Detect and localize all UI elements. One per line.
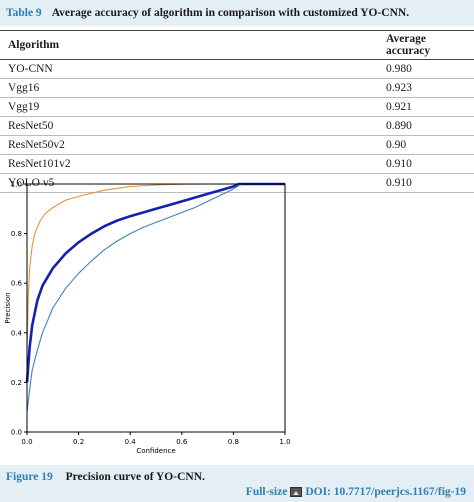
figure-links: Full-size DOI: 10.7717/peerjcs.1167/fig-…	[246, 486, 466, 498]
plot-frame	[26, 183, 286, 433]
y-tick-label: 0.0	[11, 429, 22, 437]
table-title: Average accuracy of algorithm in compari…	[51, 7, 410, 19]
y-tick-label: 0.2	[11, 379, 22, 387]
algorithm-cell: ResNet50	[0, 116, 378, 136]
algorithm-cell: YOLO v5	[0, 173, 378, 193]
x-tick-label: 0.0	[21, 438, 32, 446]
image-icon[interactable]	[290, 487, 303, 497]
table-row: Vgg19 0.921	[0, 97, 474, 117]
figure-caption-line: Figure 19 Precision curve of YO-CNN.	[6, 471, 205, 483]
algorithm-cell: Vgg19	[0, 97, 378, 117]
precision-chart-container: 0.0 0.2 0.4 0.6 0.8 1.0 0.0 0.2 0.4 0.6 0.8 1.0 Conf…	[0, 172, 474, 457]
x-axis-label: Confidence	[136, 447, 175, 455]
algorithm-cell: ResNet101v2	[0, 154, 378, 174]
table-row: Vgg16 0.923	[0, 78, 474, 98]
algorithm-cell: ResNet50v2	[0, 135, 378, 155]
x-tick-label: 1.0	[279, 438, 290, 446]
table-caption: Table 9 Average accuracy of algorithm in…	[0, 0, 474, 26]
precision-chart: 0.0 0.2 0.4 0.6 0.8 1.0 0.0 0.2 0.4 0.6 0.8 1.0 Conf…	[4, 181, 291, 456]
x-tick-label: 0.2	[73, 438, 84, 446]
table-row: ResNet50 0.890	[0, 116, 474, 136]
accuracy-cell: 0.910	[378, 173, 474, 193]
y-tick-label: 1.0	[11, 181, 22, 189]
accuracy-cell: 0.923	[378, 78, 474, 98]
accuracy-cell: 0.921	[378, 97, 474, 117]
accuracy-cell: 0.890	[378, 116, 474, 136]
accuracy-cell: 0.980	[378, 59, 474, 79]
column-header-average-accuracy: Average accuracy	[378, 30, 474, 60]
table-label: Table 9	[6, 7, 42, 19]
figure-label: Figure 19	[6, 471, 53, 483]
figure-caption: Figure 19 Precision curve of YO-CNN. Ful…	[0, 465, 474, 502]
table-row: ResNet101v2 0.910	[0, 154, 474, 174]
x-tick-label: 0.6	[176, 438, 188, 446]
algorithm-cell: Vgg16	[0, 78, 378, 98]
column-header-algorithm: Algorithm	[0, 30, 378, 60]
accuracy-cell: 0.910	[378, 154, 474, 174]
accuracy-cell: 0.90	[378, 135, 474, 155]
accuracy-table: Algorithm Average accuracy YO-CNN 0.980 …	[0, 30, 474, 193]
table-row: YO-CNN 0.980	[0, 59, 474, 79]
table-row: ResNet50v2 0.90	[0, 135, 474, 155]
y-tick-label: 0.4	[11, 329, 23, 337]
figure-title: Precision curve of YO-CNN.	[65, 471, 205, 483]
algorithm-cell: YO-CNN	[0, 59, 378, 79]
full-size-link[interactable]: Full-size	[245, 486, 288, 498]
y-tick-label: 0.6	[11, 280, 23, 288]
series-line-2	[25, 182, 285, 383]
x-tick-label: 0.4	[125, 438, 137, 446]
doi-link[interactable]: DOI: 10.7717/peerjcs.1167/fig-19	[305, 486, 466, 498]
table-header-row: Algorithm Average accuracy	[0, 30, 474, 60]
table-row: YOLO v5 0.910	[0, 173, 474, 193]
x-tick-label: 0.8	[228, 438, 239, 446]
series-line-3	[26, 183, 285, 413]
y-tick-label: 0.8	[11, 230, 22, 238]
y-axis-label: Precision	[4, 292, 12, 323]
